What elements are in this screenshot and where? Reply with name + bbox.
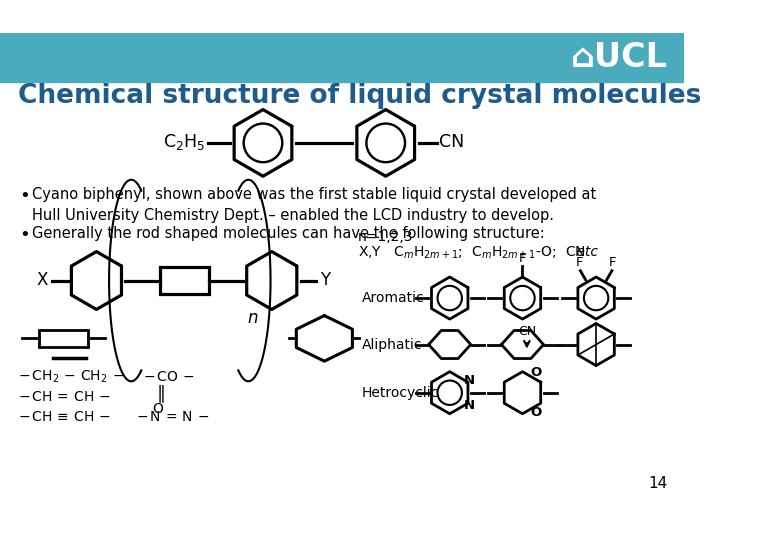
Text: $-\,$CH$\,{\equiv}\,$CH$\,-$: $-\,$CH$\,{\equiv}\,$CH$\,-$ — [17, 410, 110, 424]
Text: •: • — [20, 226, 30, 244]
Text: F: F — [576, 256, 583, 269]
Text: O: O — [530, 406, 541, 419]
Text: n=1,2,3: n=1,2,3 — [358, 230, 413, 244]
Text: Y: Y — [320, 271, 330, 289]
Text: $-\,$CH$_2\,-\,$CH$_2\,-$: $-\,$CH$_2\,-\,$CH$_2\,-$ — [17, 369, 124, 385]
Text: X: X — [37, 271, 48, 289]
Text: Aliphatic: Aliphatic — [362, 338, 423, 352]
Text: O: O — [530, 366, 541, 379]
Text: etc: etc — [572, 246, 597, 259]
Text: •: • — [20, 187, 30, 205]
Text: CN: CN — [439, 133, 464, 151]
Text: N: N — [464, 374, 475, 387]
Bar — [0, 33, 684, 82]
Text: CN: CN — [518, 325, 536, 338]
Text: $-\,$N$\,{=}\,$N$\,-$: $-\,$N$\,{=}\,$N$\,-$ — [136, 410, 209, 424]
Text: F: F — [609, 256, 616, 269]
Text: $\parallel$: $\parallel$ — [153, 384, 165, 405]
Text: $-\,$CO$\,-$: $-\,$CO$\,-$ — [143, 370, 194, 384]
Text: 14: 14 — [649, 476, 668, 491]
Text: $-\,$CH$\,{=}\,$CH$\,-$: $-\,$CH$\,{=}\,$CH$\,-$ — [17, 390, 110, 404]
Text: ⌂UCL: ⌂UCL — [571, 41, 668, 74]
Bar — [40, 329, 87, 347]
Text: F: F — [519, 252, 526, 265]
Text: O: O — [153, 402, 163, 415]
Text: Chemical structure of liquid crystal molecules: Chemical structure of liquid crystal mol… — [17, 83, 701, 110]
Text: X,Y   C$_m$H$_{2m+1}$;  C$_m$H$_{2m+1}$-O;  CN: X,Y C$_m$H$_{2m+1}$; C$_m$H$_{2m+1}$-O; … — [358, 244, 585, 261]
Text: Generally the rod shaped molecules can have the following structure:: Generally the rod shaped molecules can h… — [31, 226, 544, 241]
Text: Cyano biphenyl, shown above was the first stable liquid crystal developed at
Hul: Cyano biphenyl, shown above was the firs… — [31, 187, 596, 224]
Text: Aromatic: Aromatic — [362, 291, 424, 305]
Text: Hetrocyclic: Hetrocyclic — [362, 386, 439, 400]
Text: n: n — [247, 309, 257, 327]
Bar — [160, 267, 208, 294]
Text: C$_2$H$_5$: C$_2$H$_5$ — [163, 132, 205, 152]
Text: N: N — [464, 399, 475, 411]
